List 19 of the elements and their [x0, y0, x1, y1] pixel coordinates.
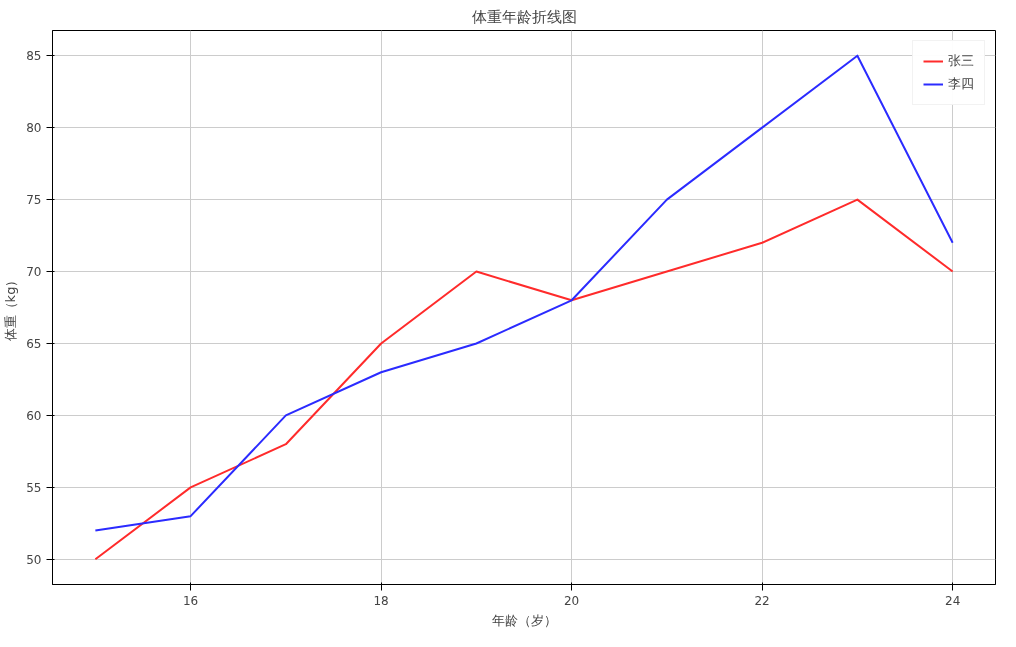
- legend-label: 张三: [948, 52, 974, 70]
- y-tick-label: 60: [26, 408, 42, 423]
- x-tick-label: 24: [945, 593, 961, 608]
- x-axis-title: 年龄（岁）: [491, 612, 557, 628]
- x-tick-label: 22: [754, 593, 770, 608]
- line-series: [94, 198, 954, 561]
- y-tick-label: 55: [26, 480, 42, 495]
- chart-title: 体重年龄折线图: [471, 7, 577, 26]
- y-tick-label: 75: [26, 193, 42, 208]
- x-tick-label: 20: [563, 593, 580, 608]
- x-tick-label: 16: [182, 593, 199, 608]
- legend-label: 李四: [948, 75, 974, 93]
- x-tick-label: 18: [373, 593, 389, 608]
- y-tick-label: 85: [26, 49, 42, 64]
- y-tick-label: 65: [26, 336, 42, 351]
- y-axis-title: 体重（kg）: [3, 273, 19, 342]
- y-tick-label: 50: [26, 552, 42, 567]
- y-tick-label: 80: [26, 121, 42, 136]
- y-tick-label: 70: [26, 265, 42, 280]
